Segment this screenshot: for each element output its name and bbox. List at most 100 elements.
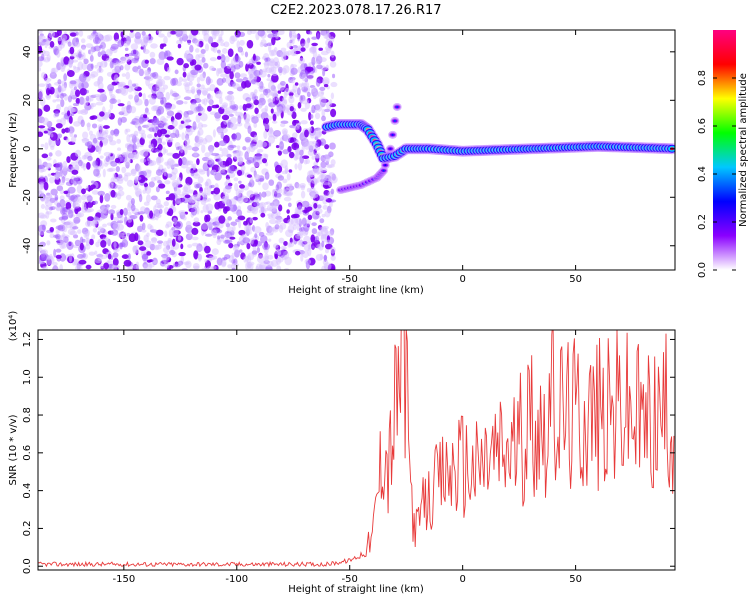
noise-blob (81, 62, 88, 71)
noise-blob (289, 34, 296, 42)
noise-blob (252, 216, 258, 221)
noise-blob (156, 58, 165, 65)
noise-blob (107, 84, 115, 92)
noise-blob (89, 48, 94, 56)
noise-blob (97, 253, 103, 262)
noise-blob (189, 32, 193, 41)
noise-blob (194, 39, 200, 46)
noise-blob (81, 137, 89, 144)
noise-blob (97, 88, 105, 93)
noise-blob (297, 240, 301, 246)
noise-blob (59, 234, 65, 244)
noise-blob (117, 117, 123, 126)
noise-blob (213, 187, 221, 195)
noise-blob (192, 165, 196, 171)
noise-blob (239, 184, 246, 189)
noise-blob (304, 39, 310, 49)
noise-blob (305, 66, 314, 72)
noise-blob (155, 169, 163, 176)
noise-blob (174, 112, 182, 120)
noise-blob (228, 171, 236, 179)
colorbar-tick-label: 0.0 (697, 262, 708, 278)
noise-blob (86, 63, 94, 72)
noise-blob (158, 208, 163, 215)
noise-blob (220, 105, 226, 110)
noise-blob (253, 226, 262, 234)
noise-blob (175, 195, 181, 205)
noise-blob (83, 58, 89, 65)
noise-blob (58, 181, 65, 186)
noise-blob (219, 96, 223, 105)
noise-blob (235, 32, 241, 38)
noise-blob (135, 70, 140, 74)
noise-blob (317, 53, 321, 60)
noise-blob (130, 197, 135, 206)
noise-blob (276, 265, 282, 270)
noise-blob (209, 65, 215, 71)
noise-blob (63, 236, 69, 243)
noise-blob (155, 229, 164, 236)
noise-blob (134, 38, 142, 44)
noise-blob (273, 129, 282, 137)
noise-blob (41, 117, 49, 125)
noise-blob (195, 114, 201, 123)
noise-blob (237, 215, 246, 221)
noise-blob (304, 129, 309, 138)
noise-blob (169, 89, 174, 95)
noise-blob (209, 83, 216, 92)
snr-panel: -150 -100 -50 0 50 0.0 0.2 0.4 0.6 0.8 1.0 1.2 Hei… (8, 311, 676, 595)
noise-blob (183, 101, 188, 105)
noise-blob (59, 253, 67, 262)
noise-blob (38, 83, 46, 87)
noise-blob (280, 80, 286, 86)
noise-blob (163, 36, 168, 44)
noise-blob (281, 67, 287, 75)
noise-blob (201, 144, 206, 154)
noise-blob (105, 57, 114, 62)
noise-blob (41, 153, 49, 159)
noise-blob (144, 98, 149, 107)
noise-blob (146, 169, 152, 174)
noise-blob (267, 213, 275, 217)
noise-blob (225, 76, 231, 84)
noise-blob (211, 152, 220, 156)
noise-blob (221, 114, 230, 121)
noise-blob (89, 238, 94, 246)
noise-blob (204, 233, 213, 237)
noise-blob (50, 133, 54, 138)
noise-blob (167, 125, 175, 130)
noise-blob (59, 189, 65, 195)
noise-blob (290, 49, 297, 57)
noise-blob (286, 209, 290, 214)
noise-blob (128, 94, 134, 100)
noise-blob (66, 156, 71, 164)
noise-blob (260, 234, 268, 244)
noise-blob (38, 212, 46, 219)
noise-blob (130, 43, 139, 51)
noise-blob (100, 206, 107, 214)
noise-blob (313, 202, 318, 209)
noise-blob (155, 126, 160, 131)
noise-blob (293, 119, 300, 124)
noise-blob (133, 130, 139, 136)
noise-blob (143, 111, 151, 115)
noise-blob (292, 132, 298, 139)
noise-blob (271, 120, 278, 124)
noise-blob (258, 102, 263, 108)
noise-blob (315, 60, 320, 65)
noise-blob (276, 211, 281, 217)
noise-blob (85, 220, 93, 228)
noise-blob (242, 77, 249, 81)
noise-blob (79, 88, 88, 96)
noise-blob (216, 55, 222, 60)
noise-blob (130, 168, 137, 177)
noise-blob (165, 91, 170, 101)
noise-blob (234, 132, 242, 141)
noise-blob (185, 176, 193, 186)
noise-blob (43, 130, 48, 134)
noise-blob (116, 147, 122, 151)
noise-blob (199, 73, 206, 82)
noise-blob (322, 182, 331, 186)
trace-core (384, 164, 387, 167)
noise-blob (149, 51, 156, 59)
